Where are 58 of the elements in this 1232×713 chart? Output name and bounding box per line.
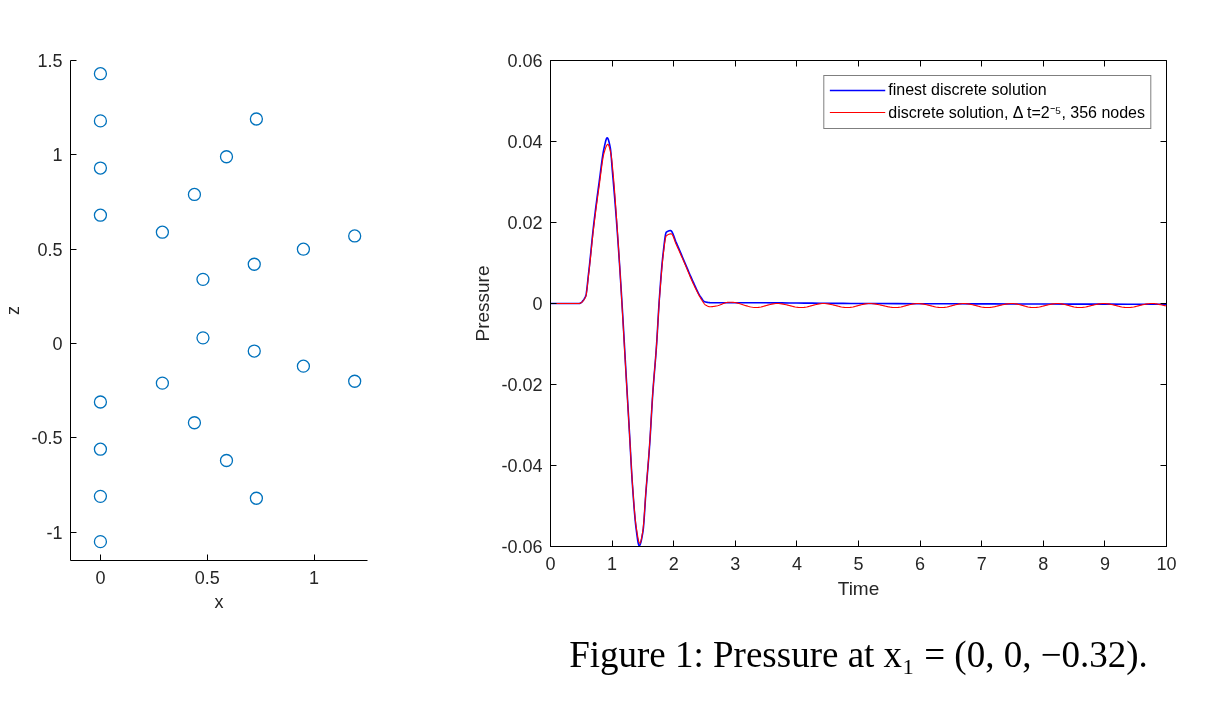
point bbox=[93, 395, 108, 409]
y-tick-label: 0.5 bbox=[37, 239, 63, 260]
y-tick-label: 1.5 bbox=[37, 51, 63, 71]
point bbox=[249, 112, 264, 126]
point bbox=[296, 359, 311, 373]
x-tick-label: 8 bbox=[1038, 553, 1049, 574]
x-tick-label: 1 bbox=[607, 553, 618, 574]
point bbox=[247, 344, 261, 358]
point bbox=[155, 225, 170, 239]
point bbox=[187, 416, 202, 430]
point bbox=[348, 229, 362, 243]
point bbox=[196, 272, 210, 287]
x-tick-label: 2 bbox=[668, 553, 679, 574]
y-tick-label: 0 bbox=[52, 334, 63, 355]
x-tick-label: 9 bbox=[1099, 553, 1110, 574]
x-tick-label: 7 bbox=[976, 553, 987, 574]
y-tick-label: -0.02 bbox=[501, 375, 543, 395]
y-tick-label: -0.06 bbox=[501, 537, 543, 557]
x-tick-label: 0 bbox=[95, 567, 106, 588]
point bbox=[93, 534, 108, 549]
y-tick-label: -1 bbox=[46, 522, 63, 543]
y-tick-label: -0.5 bbox=[31, 428, 63, 449]
point bbox=[247, 257, 261, 271]
y-tick-label: 0 bbox=[532, 294, 543, 314]
x-tick-label: 10 bbox=[1156, 553, 1177, 574]
point bbox=[93, 114, 108, 128]
point bbox=[93, 161, 108, 175]
legend-label: discrete solution, Δ t=2⁻⁵, 356 nodes bbox=[888, 103, 1145, 123]
x-tick-label: 0 bbox=[545, 553, 556, 574]
x-tick-label: 0.5 bbox=[194, 567, 220, 588]
x-tick-label: 6 bbox=[915, 553, 926, 574]
point bbox=[196, 331, 210, 345]
x-axis-title: x bbox=[214, 591, 224, 612]
caption: Figure 1: Pressure at x₁ = (0, 0, −0.32). bbox=[569, 633, 1148, 676]
point bbox=[249, 491, 264, 505]
y-tick-label: 0.06 bbox=[507, 51, 543, 71]
x-axis-title: Time bbox=[837, 577, 880, 599]
y-tick-label: -0.04 bbox=[501, 456, 543, 476]
legend-label: finest discrete solution bbox=[888, 81, 1047, 99]
x-tick-label: 3 bbox=[730, 553, 741, 574]
point bbox=[155, 376, 170, 390]
y-tick-label: 0.04 bbox=[507, 132, 543, 152]
y-tick-label: 0.02 bbox=[507, 213, 543, 233]
y-axis-title: Pressure bbox=[472, 265, 494, 342]
point bbox=[93, 208, 108, 222]
y-axis-title: z bbox=[3, 306, 24, 315]
x-tick-label: 5 bbox=[853, 553, 864, 574]
x-tick-label: 1 bbox=[309, 567, 320, 588]
point bbox=[187, 187, 202, 202]
point bbox=[93, 489, 108, 503]
point bbox=[219, 150, 234, 164]
point bbox=[219, 453, 234, 468]
x-tick-label: 4 bbox=[791, 553, 802, 574]
point bbox=[93, 442, 108, 456]
y-tick-label: 1 bbox=[52, 145, 63, 166]
point bbox=[296, 242, 311, 256]
point bbox=[93, 67, 108, 81]
point bbox=[348, 374, 362, 388]
